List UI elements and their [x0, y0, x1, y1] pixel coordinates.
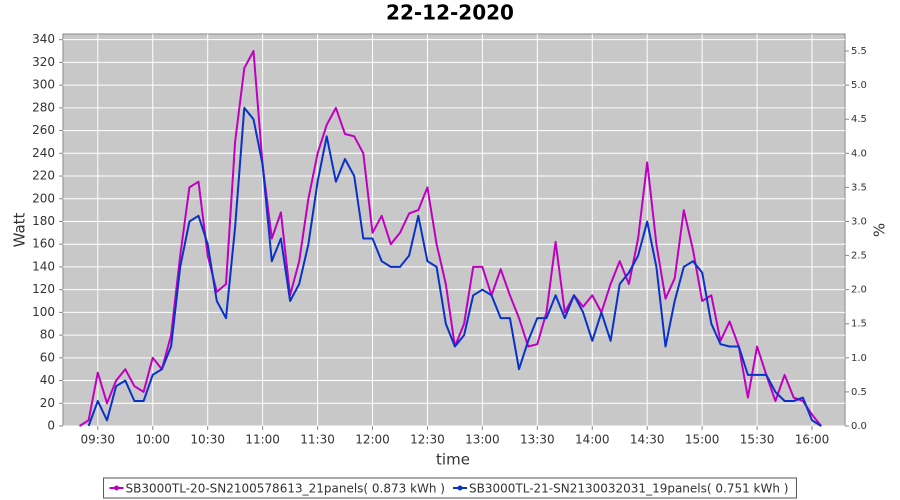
y-tick-label: 180 [32, 214, 55, 228]
y-tick-label: 300 [32, 78, 55, 92]
y-tick-label: 100 [32, 305, 55, 319]
y2-tick-label: 5.5 [851, 46, 867, 57]
y-tick-label: 40 [40, 373, 55, 387]
x-tick-label: 16:00 [795, 433, 830, 447]
y2-tick-label: 2.5 [851, 251, 867, 262]
x-tick-label: 10:00 [135, 433, 170, 447]
y-tick-label: 160 [32, 237, 55, 251]
x-tick-label: 15:00 [685, 433, 720, 447]
y2-tick-label: 4.0 [851, 148, 867, 159]
y-tick-label: 200 [32, 191, 55, 205]
x-tick-label: 12:00 [355, 433, 390, 447]
x-tick-label: 13:30 [520, 433, 555, 447]
y2-tick-label: 1.0 [851, 353, 867, 364]
legend-marker [457, 485, 463, 491]
y-tick-label: 260 [32, 123, 55, 137]
legend-label: SB3000TL-21-SN2130032031_19panels( 0.751… [469, 482, 788, 496]
series-line [87, 106, 822, 427]
x-tick-label: 14:00 [575, 433, 610, 447]
y-tick-label: 120 [32, 282, 55, 296]
x-tick-label: 13:00 [465, 433, 500, 447]
x-tick-label: 09:30 [80, 433, 115, 447]
y-axis-label: Watt [11, 212, 29, 247]
y2-tick-label: 5.0 [851, 80, 867, 91]
y2-tick-label: 2.0 [851, 285, 867, 296]
x-tick-label: 11:30 [300, 433, 335, 447]
legend-label: SB3000TL-20-SN2100578613_21panels( 0.873… [126, 482, 445, 496]
y-tick-label: 220 [32, 169, 55, 183]
legend: SB3000TL-20-SN2100578613_21panels( 0.873… [103, 477, 797, 499]
plot-area [62, 33, 846, 427]
y-tick-label: 320 [32, 55, 55, 69]
y2-tick-label: 0.5 [851, 387, 867, 398]
y-tick-label: 60 [40, 350, 55, 364]
series-line [78, 50, 822, 427]
legend-marker [114, 485, 120, 491]
legend-box [103, 477, 797, 499]
y2-axis-label: % [871, 223, 889, 237]
x-tick-label: 12:30 [410, 433, 445, 447]
y-tick-label: 0 [47, 419, 55, 433]
y2-tick-label: 3.5 [851, 182, 867, 193]
y2-tick-label: 4.5 [851, 114, 867, 125]
x-tick-label: 15:30 [740, 433, 775, 447]
x-axis-label: time [436, 451, 470, 469]
y-tick-label: 80 [40, 328, 55, 342]
y-tick-label: 240 [32, 146, 55, 160]
x-tick-label: 14:30 [630, 433, 665, 447]
x-tick-label: 11:00 [245, 433, 280, 447]
x-tick-label: 10:30 [190, 433, 225, 447]
y2-tick-label: 3.0 [851, 216, 867, 227]
y-tick-label: 20 [40, 396, 55, 410]
y-tick-label: 280 [32, 100, 55, 114]
y2-tick-label: 0.0 [851, 421, 867, 432]
y-tick-label: 140 [32, 259, 55, 273]
y-tick-label: 340 [32, 32, 55, 46]
y2-tick-label: 1.5 [851, 319, 867, 330]
chart-title: 22-12-2020 [386, 1, 514, 25]
